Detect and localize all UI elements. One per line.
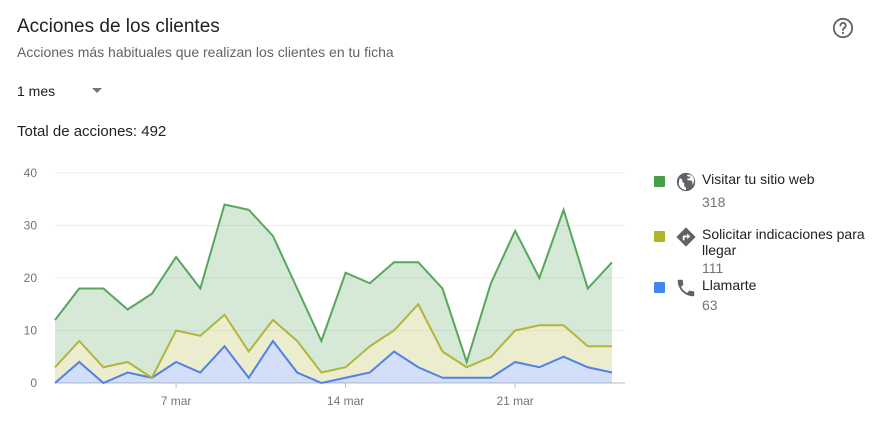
area-2 bbox=[55, 204, 612, 378]
legend-item-calls[interactable]: Llamarte 63 bbox=[652, 276, 874, 316]
y-tick-label: 20 bbox=[24, 271, 38, 285]
x-tick-label: 14 mar bbox=[327, 394, 364, 408]
legend-label-directions: Solicitar indicaciones para llegar bbox=[702, 226, 865, 258]
card-title: Acciones de los clientes bbox=[17, 16, 220, 37]
y-tick-label: 10 bbox=[24, 324, 38, 338]
chevron-down-icon bbox=[92, 88, 102, 93]
area-0 bbox=[55, 341, 612, 383]
legend-swatch-directions bbox=[654, 231, 665, 242]
legend-value-calls: 63 bbox=[702, 297, 718, 313]
x-tick-label: 21 mar bbox=[496, 394, 533, 408]
legend-value-directions: 111 bbox=[702, 260, 724, 276]
legend-swatch-website bbox=[654, 176, 665, 187]
y-tick-label: 0 bbox=[30, 376, 37, 390]
legend-value-website: 318 bbox=[702, 194, 726, 210]
legend-swatch-calls bbox=[654, 282, 665, 293]
total-actions-text: Total de acciones: 492 bbox=[17, 123, 167, 140]
period-dropdown[interactable]: 1 mes bbox=[17, 82, 109, 102]
legend-item-directions[interactable]: Solicitar indicaciones para llegar 111 bbox=[652, 225, 874, 276]
y-tick-label: 30 bbox=[24, 219, 38, 233]
legend-label-website: Visitar tu sitio web bbox=[702, 171, 815, 187]
period-dropdown-label: 1 mes bbox=[17, 83, 56, 99]
legend-item-website[interactable]: Visitar tu sitio web 318 bbox=[652, 170, 874, 220]
globe-icon bbox=[676, 172, 696, 192]
legend-label-calls: Llamarte bbox=[702, 277, 757, 293]
series-line-0 bbox=[54, 339, 613, 385]
card-subtitle: Acciones más habituales que realizan los… bbox=[17, 44, 394, 60]
phone-icon bbox=[677, 279, 695, 297]
series-line-1 bbox=[54, 302, 612, 380]
x-tick-label: 7 mar bbox=[161, 394, 192, 408]
directions-icon bbox=[676, 227, 696, 247]
actions-area-chart: 0 10 20 30 40 7 mar 14 mar 21 mar bbox=[24, 166, 625, 408]
area-1 bbox=[55, 304, 612, 383]
chart-legend: Visitar tu sitio web 318 Solicitar indic… bbox=[652, 170, 874, 313]
total-actions: Total de acciones: 492 bbox=[17, 123, 166, 140]
help-icon[interactable] bbox=[832, 17, 854, 39]
series-line-2 bbox=[54, 203, 613, 366]
y-tick-label: 40 bbox=[24, 166, 38, 180]
